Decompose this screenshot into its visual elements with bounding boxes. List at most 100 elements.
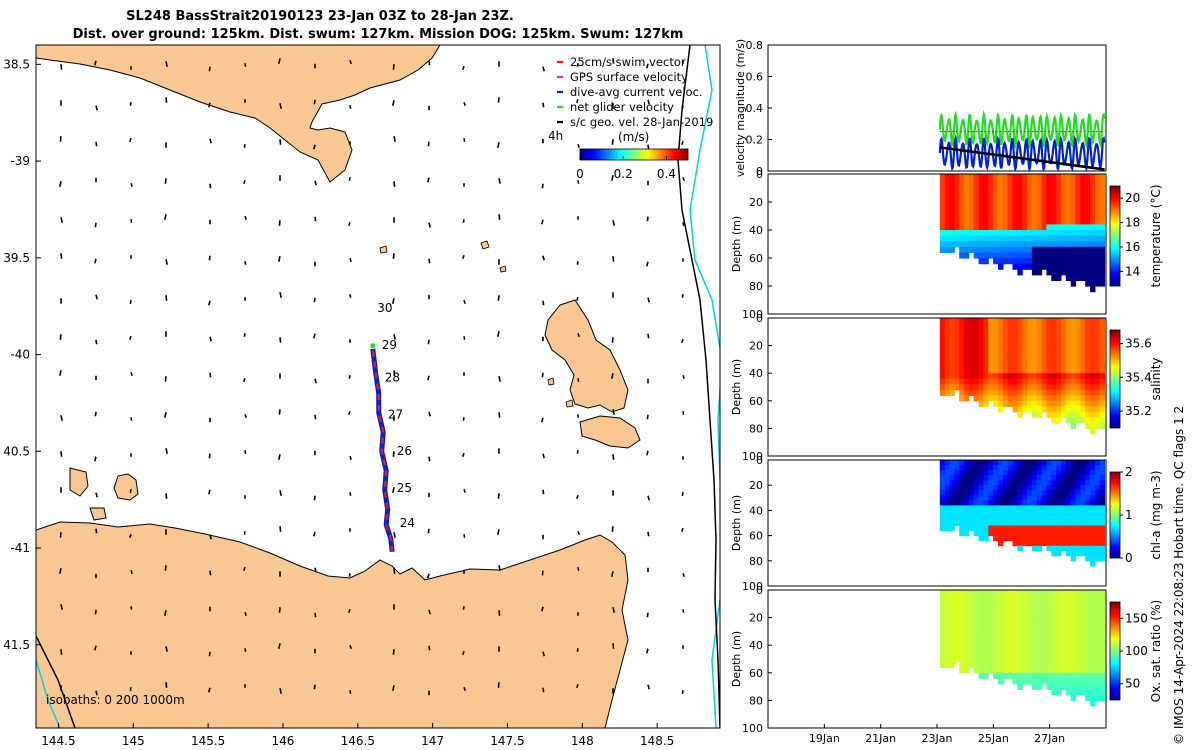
profile-cell — [993, 530, 999, 537]
profile-cell — [1080, 202, 1086, 209]
profile-cell — [1012, 329, 1018, 336]
profile-cell — [1065, 340, 1072, 347]
profile-cell — [959, 340, 965, 347]
profile-cell — [1022, 351, 1028, 358]
profile-cell — [1099, 525, 1106, 532]
profile-cell — [1036, 661, 1043, 668]
profile-cell — [964, 340, 970, 347]
profile-cell — [954, 465, 960, 471]
profile-cell — [993, 525, 999, 532]
profile-cell — [1085, 683, 1091, 690]
profile-cell — [959, 490, 965, 496]
profile-cell — [964, 470, 970, 476]
profile-cell — [983, 224, 989, 231]
profile-cell — [988, 667, 994, 674]
profile-cell — [1070, 235, 1077, 242]
profile-cell — [1070, 678, 1077, 685]
profile-cell — [1090, 623, 1096, 630]
current-vector-arrow — [681, 294, 684, 298]
profile-cell — [978, 601, 984, 608]
profile-cell — [1070, 334, 1077, 341]
profile-cell — [1080, 617, 1086, 624]
profile-cell — [1007, 202, 1014, 209]
profile-cell — [959, 617, 965, 624]
profile-cell — [1070, 218, 1077, 225]
current-vector-arrow — [647, 99, 650, 105]
profile-cell — [1090, 318, 1096, 325]
profile-cell — [1002, 510, 1009, 516]
profile-cell — [1061, 218, 1067, 225]
profile-cell — [993, 190, 999, 197]
current-vector-arrow — [612, 607, 615, 613]
profile-cell — [1075, 202, 1081, 209]
profile-cell — [1065, 190, 1072, 197]
profile-cell — [1075, 460, 1081, 466]
profile-cell — [1046, 218, 1052, 225]
profile-cell — [998, 595, 1004, 602]
day-label: 24 — [400, 516, 415, 530]
current-vector-arrow — [393, 370, 396, 376]
profile-cell — [1027, 601, 1033, 608]
profile-cell — [1022, 485, 1028, 491]
profile-cell — [1094, 362, 1101, 369]
profile-cell — [1041, 213, 1047, 220]
profile-cell — [964, 185, 970, 192]
profile-cell — [968, 179, 975, 186]
profile-cell — [1041, 667, 1047, 674]
profile-cell — [1017, 465, 1023, 471]
profile-cell — [944, 235, 951, 242]
profile-cell — [1002, 623, 1009, 630]
profile-cell — [1041, 500, 1047, 506]
current-vector-arrow — [463, 336, 466, 340]
profile-cell — [959, 384, 965, 391]
profile-cell — [1041, 645, 1047, 652]
profile-cell — [1085, 207, 1091, 214]
profile-cell — [973, 218, 980, 225]
profile-cell — [998, 475, 1004, 481]
profile-cell — [1099, 475, 1106, 481]
profile-cell — [1090, 378, 1096, 385]
profile-cell — [954, 384, 960, 391]
current-vector-arrow — [349, 59, 352, 65]
profile-cell — [954, 235, 960, 242]
profile-cell — [1099, 334, 1106, 341]
profile-cell — [998, 224, 1004, 231]
profile-cell — [1027, 678, 1033, 685]
profile-cell — [1090, 400, 1096, 407]
profile-cell — [954, 500, 960, 506]
profile-cell — [964, 465, 970, 471]
profile-cell — [1099, 672, 1106, 679]
profile-cell — [1061, 362, 1067, 369]
profile-cell — [964, 378, 970, 385]
profile-cell — [998, 356, 1004, 363]
profile-cell — [1036, 683, 1043, 690]
profile-cell — [1027, 612, 1033, 619]
profile-cell — [959, 656, 965, 663]
profile-cell — [1094, 540, 1101, 547]
profile-cell — [1031, 465, 1038, 471]
profile-cell — [1080, 612, 1086, 619]
profile-cell — [954, 202, 960, 209]
profile-cell — [1075, 667, 1081, 674]
profile-cell — [998, 263, 1004, 270]
profile-cell — [1031, 617, 1038, 624]
profile-cell — [1017, 500, 1023, 506]
profile-cell — [973, 345, 980, 352]
profile-cell — [944, 656, 951, 663]
current-vector-arrow — [393, 532, 396, 538]
current-vector-arrow — [463, 138, 466, 142]
current-vector-arrow — [612, 409, 615, 415]
profile-cell — [959, 362, 965, 369]
profile-cell — [1051, 460, 1057, 466]
profile-cell — [973, 202, 980, 209]
profile-cell — [968, 378, 975, 385]
profile-cell — [983, 230, 989, 237]
profile-cell — [1017, 595, 1023, 602]
profile-cell — [1094, 495, 1101, 501]
profile-cell — [988, 384, 994, 391]
profile-cell — [1090, 606, 1096, 613]
profile-cell — [1012, 185, 1018, 192]
profile-cell — [949, 378, 955, 385]
profile-cell — [1099, 545, 1106, 552]
